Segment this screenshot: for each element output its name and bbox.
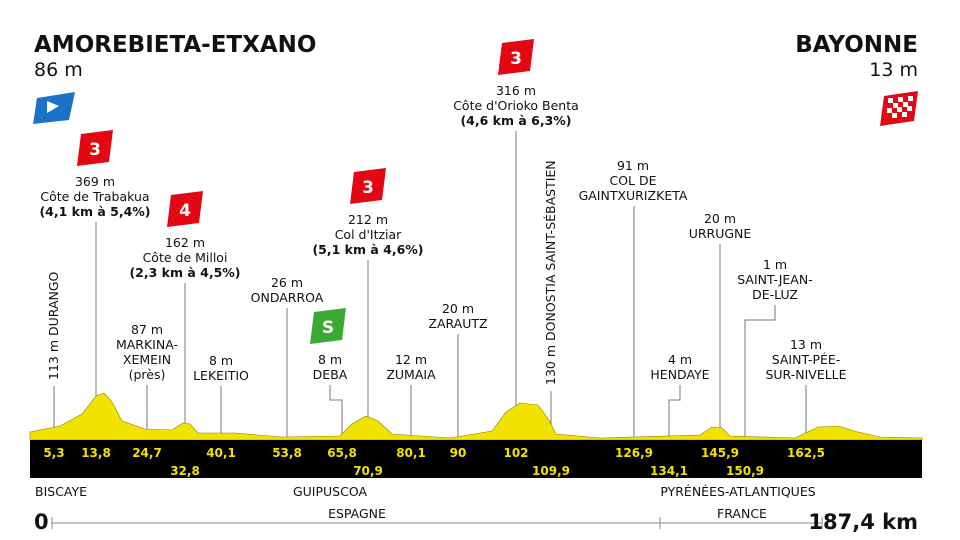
km-label: 109,9 [532,464,570,478]
km-label: 24,7 [132,446,162,460]
km-label: 162,5 [787,446,825,460]
waypoint-name: XEMEIN [123,352,171,367]
km-label: 40,1 [206,446,236,460]
climb-detail: (5,1 km à 4,6%) [312,242,423,257]
waypoint-altitude: 8 m [209,353,233,368]
km-label: 5,3 [43,446,64,460]
finish-flag [880,91,918,126]
waypoint-name: SAINT-PÉE- [772,352,841,367]
waypoint-name: (près) [129,367,166,382]
waypoint-name: DONOSTIA SAINT-SÉBASTIEN [543,160,558,341]
marker-line [329,385,343,440]
badge-label: 4 [179,201,191,221]
km-label: 32,8 [170,464,200,478]
province: PYRÉNÉES-ATLANTIQUES [660,484,815,499]
waypoint-name: Côte d'Orioko Benta [453,98,579,113]
km-label: 102 [503,446,528,460]
badge-flag [498,39,534,75]
waypoint-altitude: 13 m [790,337,822,352]
waypoint-altitude: 87 m [131,322,163,337]
km-label: 90 [450,446,467,460]
waypoint-altitude: 130 m [543,345,558,385]
badge-label: 3 [89,140,101,160]
finish-km: 187,4 km [808,510,918,534]
climb-detail: (4,1 km à 5,4%) [39,204,150,219]
waypoint-altitude: 20 m [442,301,474,316]
km-band [30,440,922,478]
waypoint-altitude: 20 m [704,211,736,226]
km-label: 126,9 [615,446,653,460]
start-altitude: 86 m [34,59,83,81]
start-flag-arrow [47,101,59,113]
km-label: 134,1 [650,464,688,478]
province: GUIPUSCOA [293,484,367,499]
waypoint-altitude: 8 m [318,352,342,367]
waypoint-altitude: 212 m [348,212,388,227]
waypoint-altitude: 113 m [46,340,61,380]
waypoint-name: Col d'Itziar [335,227,402,242]
waypoint-altitude: 12 m [395,352,427,367]
km-label: 145,9 [701,446,739,460]
waypoint-altitude: 91 m [617,158,649,173]
km-label: 13,8 [81,446,111,460]
waypoint-name: DURANGO [46,271,61,336]
km-label: 70,9 [353,464,383,478]
waypoint-altitude: 369 m [75,174,115,189]
km-label: 80,1 [396,446,426,460]
climb-detail: (4,6 km à 6,3%) [460,113,571,128]
marker-lines [53,131,807,440]
badge-label: S [322,318,334,338]
badge-label: 3 [362,178,374,198]
waypoint-name: Côte de Milloi [143,250,228,265]
km-label: 65,8 [327,446,357,460]
waypoint-altitude: 1 m [763,257,787,272]
climb-detail: (2,3 km à 4,5%) [129,265,240,280]
badge-flag [310,308,346,344]
start-name: AMOREBIETA-ETXANO [34,32,316,58]
distance-axis [51,517,823,529]
start-km: 0 [34,510,49,534]
country: ESPAGNE [328,506,386,521]
finish-altitude: 13 m [869,59,918,81]
waypoint-altitude: 162 m [165,235,205,250]
waypoint-name: COL DE [609,173,656,188]
waypoint-name: DE-LUZ [752,287,798,302]
waypoint-name: URRUGNE [689,226,752,241]
waypoint-name: ZUMAIA [386,367,436,382]
km-label: 53,8 [272,446,302,460]
marker-line [668,385,681,440]
waypoint-name: SUR-NIVELLE [765,367,846,382]
badge-flag [167,191,203,227]
waypoint-altitude: 316 m [496,83,536,98]
badge-flag [350,168,386,204]
marker-line [744,305,776,440]
waypoint-label: 113 m DURANGO [46,271,61,380]
badge-label: 3 [510,49,522,69]
waypoint-label: 130 m DONOSTIA SAINT-SÉBASTIEN [543,160,558,385]
finish-name: BAYONNE [795,32,918,58]
waypoint-name: ZARAUTZ [428,316,487,331]
waypoint-name: ONDARROA [251,290,324,305]
waypoint-name: MARKINA- [116,337,178,352]
waypoint-altitude: 26 m [271,275,303,290]
waypoint-name: HENDAYE [650,367,709,382]
province: BISCAYE [35,484,87,499]
waypoint-altitude: 4 m [668,352,692,367]
country: FRANCE [717,506,767,521]
waypoint-name: SAINT-JEAN- [737,272,812,287]
elevation-profile [29,392,923,441]
km-label: 150,9 [726,464,764,478]
badge-flag [77,130,113,166]
waypoint-name: DEBA [313,367,348,382]
waypoint-name: LEKEITIO [193,368,249,383]
waypoint-name: GAINTXURIZKETA [579,188,688,203]
waypoint-name: Côte de Trabakua [40,189,149,204]
